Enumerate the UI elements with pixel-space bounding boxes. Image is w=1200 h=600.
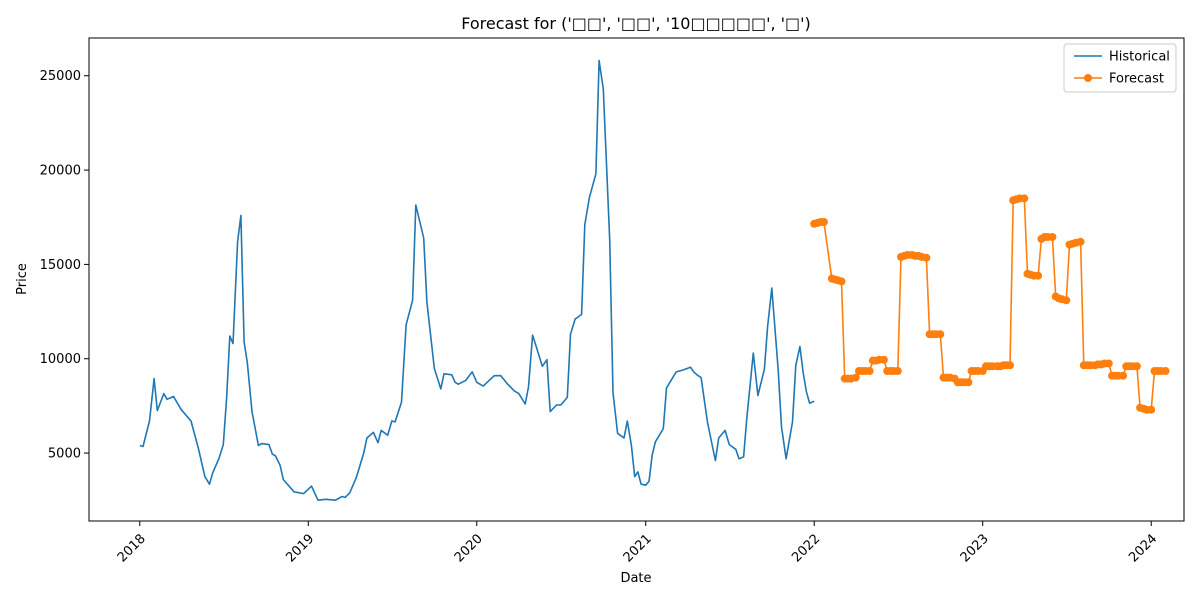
data-point	[964, 378, 973, 387]
data-point	[879, 355, 888, 364]
data-point	[1062, 296, 1071, 305]
series-forecast	[810, 194, 1170, 414]
data-point	[1147, 405, 1156, 414]
series-line-historical	[139, 59, 815, 501]
x-axis-label: Date	[620, 571, 651, 586]
data-point	[851, 373, 860, 382]
data-point	[1076, 237, 1085, 246]
legend: Historical Forecast	[1063, 43, 1177, 93]
y-tick-label: 20000	[40, 164, 81, 179]
y-axis-label: Price	[15, 263, 30, 295]
data-point	[1048, 233, 1057, 241]
legend-label-forecast: Forecast	[1109, 72, 1164, 87]
data-point	[819, 218, 828, 226]
series-historical	[139, 59, 815, 501]
y-tick-label: 15000	[40, 258, 81, 273]
legend-label-historical: Historical	[1109, 50, 1170, 65]
data-point	[936, 330, 945, 339]
y-axis: 5000 10000 15000 20000 25000	[40, 69, 89, 462]
data-point	[1034, 271, 1043, 280]
plot-frame	[88, 37, 1185, 522]
legend-items: Historical Forecast	[1074, 50, 1170, 87]
y-tick-label: 5000	[48, 447, 81, 462]
data-point	[1104, 359, 1113, 368]
data-point	[1119, 371, 1128, 380]
data-point	[893, 367, 902, 375]
data-point	[865, 367, 874, 375]
y-tick-label: 10000	[40, 352, 81, 367]
y-tick-label: 25000	[40, 69, 81, 84]
data-point	[1132, 362, 1141, 371]
data-point	[1006, 361, 1014, 370]
series-layer	[139, 59, 1170, 501]
legend-marker	[1084, 74, 1092, 82]
data-point	[1020, 194, 1029, 203]
data-point	[837, 277, 846, 286]
data-point	[1161, 367, 1170, 375]
chart-title: Forecast for ('□□', '□□', '10□□□□□', '□'…	[461, 14, 811, 33]
data-point	[922, 253, 931, 262]
